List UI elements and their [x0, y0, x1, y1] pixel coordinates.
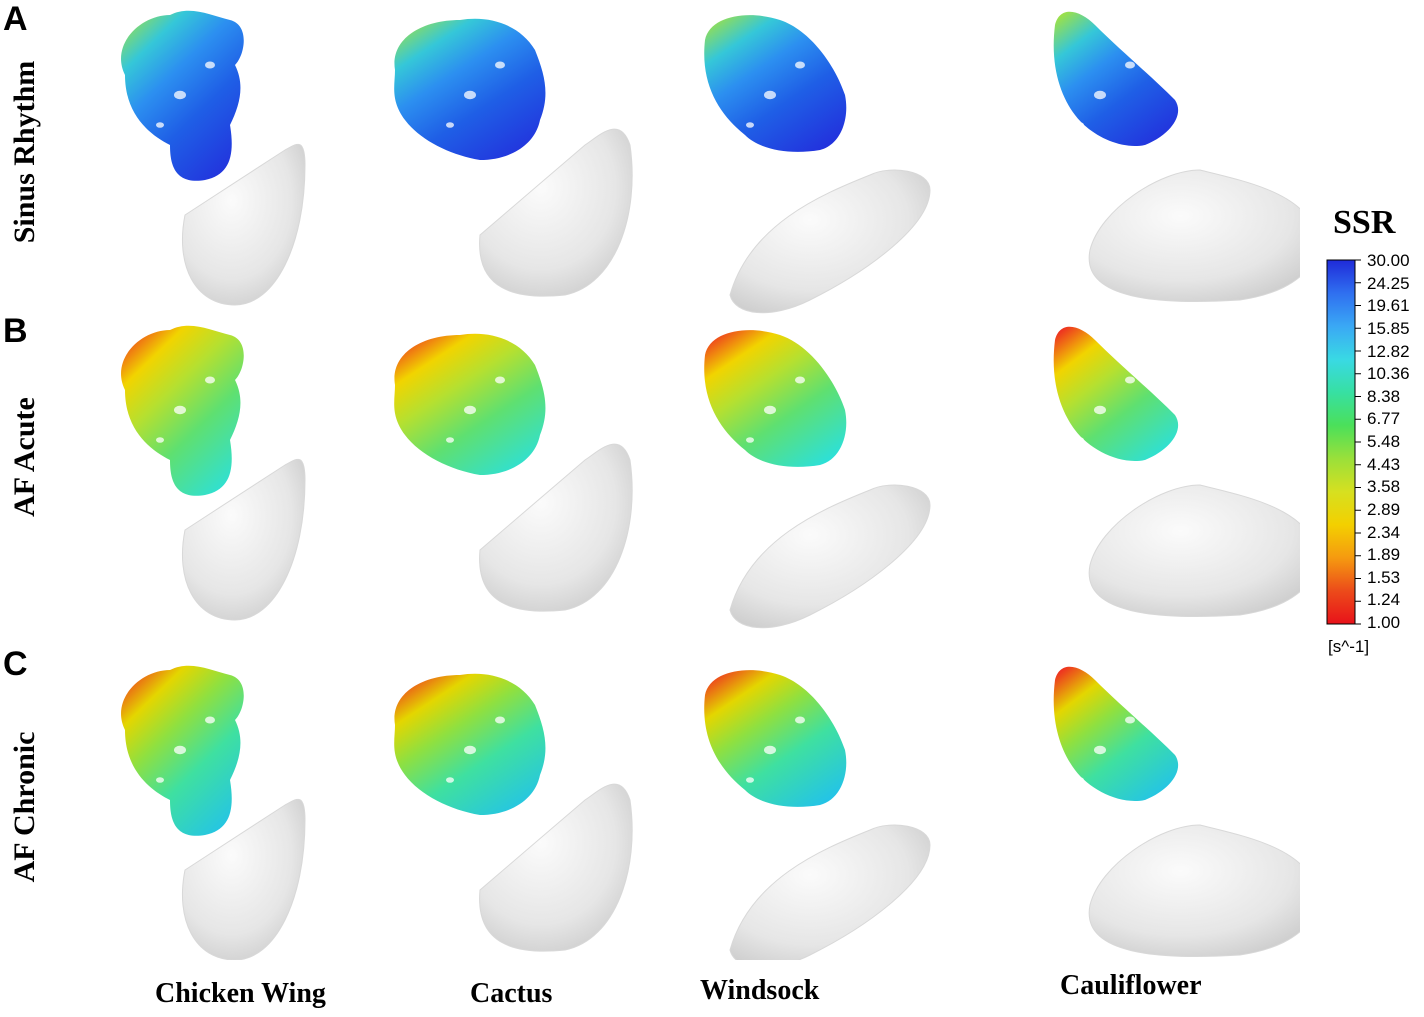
panel-letter-b: B	[3, 312, 28, 350]
colorbar-tick-label: 6.77	[1367, 409, 1401, 429]
lobe-highlight	[156, 122, 164, 128]
laa-chicken-wing-af-acute	[121, 325, 306, 621]
lobe-highlight	[464, 745, 476, 755]
lobe-highlight	[446, 777, 454, 783]
colorbar-unit: [s^-1]	[1328, 637, 1370, 656]
laa-body	[1088, 169, 1300, 303]
laa-body	[181, 798, 306, 960]
panel-letter-c: C	[3, 645, 28, 683]
colorbar-tick-label: 12.82	[1367, 341, 1410, 361]
laa-cactus-af-acute	[394, 333, 633, 612]
lobe-highlight	[746, 777, 754, 783]
lobe-highlight	[156, 437, 164, 443]
lobe-highlight	[495, 716, 505, 724]
lobe-highlight	[1125, 716, 1135, 724]
laa-lobe-ssr	[394, 18, 546, 160]
lobe-highlight	[746, 122, 754, 128]
laa-cauliflower-af-acute	[1053, 326, 1300, 618]
colorbar-title: SSR	[1333, 204, 1396, 241]
colorbar-tick-label: 1.89	[1367, 545, 1401, 565]
laa-lobe-ssr	[1053, 11, 1179, 146]
lobe-highlight	[205, 61, 215, 69]
lobe-highlight	[1076, 777, 1084, 783]
lobe-highlight	[464, 90, 476, 100]
laa-body	[1088, 484, 1300, 618]
lobe-highlight	[446, 437, 454, 443]
lobe-highlight	[205, 716, 215, 724]
lobe-highlight	[174, 90, 186, 100]
lobe-highlight	[446, 122, 454, 128]
lobe-highlight	[764, 90, 776, 100]
col-label-cactus: Cactus	[470, 978, 553, 1009]
laa-lobe-ssr	[1053, 326, 1179, 461]
lobe-highlight	[1094, 745, 1106, 755]
laa-body	[729, 484, 931, 629]
lobe-highlight	[156, 777, 164, 783]
colorbar-tick-label: 1.24	[1367, 590, 1401, 610]
laa-windsock-af-chronic	[704, 670, 931, 960]
col-label-cauliflower: Cauliflower	[1060, 970, 1202, 1001]
laa-body	[479, 783, 633, 952]
lobe-highlight	[1094, 90, 1106, 100]
lobe-highlight	[795, 716, 805, 724]
lobe-highlight	[1125, 376, 1135, 384]
colorbar-tick-label: 24.25	[1367, 273, 1410, 293]
colorbar-tick-label: 30.00	[1367, 251, 1410, 270]
laa-lobe-ssr	[704, 670, 847, 807]
lobe-highlight	[795, 376, 805, 384]
laa-cactus-af-chronic	[394, 673, 633, 952]
colorbar-tick-label: 1.53	[1367, 567, 1401, 587]
col-label-windsock: Windsock	[700, 975, 820, 1006]
colorbar-tick-label: 3.58	[1367, 477, 1401, 497]
colorbar	[1326, 259, 1361, 625]
lobe-highlight	[1076, 437, 1084, 443]
lobe-highlight	[1094, 405, 1106, 415]
laa-windsock-af-acute	[704, 330, 931, 629]
lobe-highlight	[1125, 61, 1135, 69]
laa-chicken-wing-af-chronic	[121, 665, 306, 960]
colorbar-tick-label: 19.61	[1367, 296, 1410, 316]
lobe-highlight	[764, 405, 776, 415]
colorbar-tick-label: 8.38	[1367, 386, 1401, 406]
laa-lobe-ssr	[394, 333, 546, 475]
laa-lobe-ssr	[704, 330, 847, 467]
colorbar-tick-label: 15.85	[1367, 318, 1410, 338]
panel-letter-a: A	[3, 0, 28, 38]
lobe-highlight	[764, 745, 776, 755]
lobe-highlight	[464, 405, 476, 415]
laa-chicken-wing-sinus-rhythm	[121, 10, 306, 306]
lobe-highlight	[746, 437, 754, 443]
lobe-highlight	[495, 61, 505, 69]
laa-figure	[121, 10, 1300, 960]
laa-body	[479, 128, 633, 297]
laa-windsock-sinus-rhythm	[704, 15, 931, 314]
colorbar-tick-label: 10.36	[1367, 364, 1410, 384]
laa-body	[181, 458, 306, 621]
lobe-highlight	[174, 405, 186, 415]
colorbar-tick-label: 1.00	[1367, 613, 1401, 632]
laa-body	[729, 169, 931, 314]
lobe-highlight	[174, 745, 186, 755]
lobe-highlight	[205, 376, 215, 384]
laa-body	[729, 824, 931, 960]
col-label-chicken-wing: Chicken Wing	[155, 978, 326, 1009]
colorbar-tick-label: 2.34	[1367, 522, 1401, 542]
laa-lobe-ssr	[1053, 666, 1179, 801]
laa-cauliflower-af-chronic	[1053, 666, 1300, 958]
laa-body	[479, 443, 633, 612]
laa-cauliflower-sinus-rhythm	[1053, 11, 1300, 303]
laa-lobe-ssr	[704, 15, 847, 152]
laa-body	[181, 143, 306, 306]
colorbar-bar	[1326, 259, 1356, 625]
colorbar-tick-label: 5.48	[1367, 432, 1401, 451]
lobe-highlight	[1076, 122, 1084, 128]
colorbar-tick-label: 4.43	[1367, 454, 1401, 474]
lobe-highlight	[795, 61, 805, 69]
lobe-highlight	[495, 376, 505, 384]
colorbar-tick-label: 2.89	[1367, 499, 1401, 519]
laa-cactus-sinus-rhythm	[394, 18, 633, 297]
laa-lobe-ssr	[394, 673, 546, 815]
laa-body	[1088, 824, 1300, 958]
